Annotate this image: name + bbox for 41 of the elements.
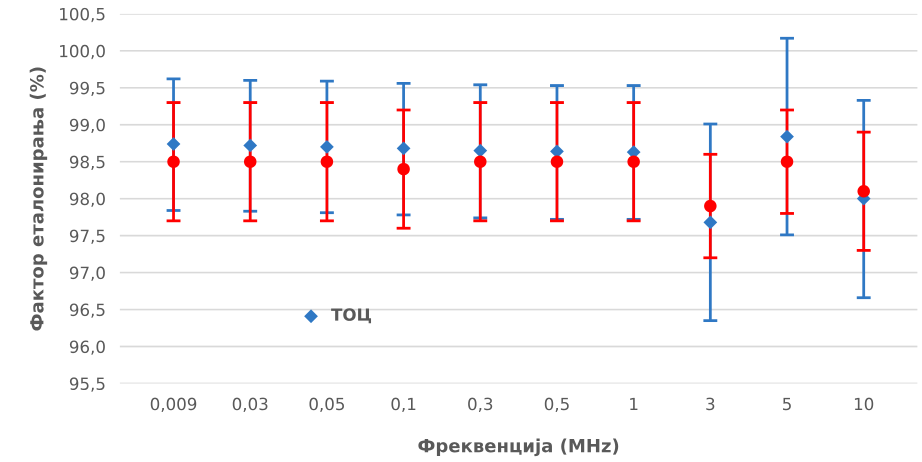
y-tick-label: 99,0: [70, 118, 105, 134]
point: [474, 155, 487, 168]
x-tick-label: 0,3: [468, 398, 492, 412]
point: [780, 155, 794, 168]
point: [780, 130, 794, 144]
x-axis-title: Фреквенција (MHz): [418, 438, 618, 456]
x-tick-label: 0,5: [544, 398, 569, 412]
point: [320, 155, 334, 168]
x-tick-label: 0,1: [391, 398, 416, 412]
x-tick-label: 0,05: [309, 398, 344, 412]
point: [550, 155, 564, 168]
point: [166, 137, 180, 151]
y-tick-label: 95,5: [70, 377, 105, 392]
point: [244, 155, 256, 168]
point: [397, 162, 410, 176]
x-tick-label: 3: [706, 398, 714, 410]
point: [473, 144, 488, 158]
x-tick-label: 10: [854, 398, 874, 410]
x-tick-label: 1: [630, 398, 638, 410]
point: [704, 200, 717, 212]
x-tick-label: 0,009: [150, 398, 196, 412]
point: [396, 142, 410, 156]
y-tick-label: 97,0: [70, 266, 105, 281]
x-tick-label: 5: [783, 398, 791, 410]
y-tick-label: 100,0: [60, 44, 105, 60]
y-tick-label: 96,0: [70, 340, 105, 355]
x-tick-label: 0,03: [232, 398, 268, 412]
point: [243, 138, 258, 152]
y-tick-label: 98,5: [70, 156, 105, 170]
y-tick-label: 100,5: [60, 8, 105, 22]
y-axis-title: Фактор еталонирања (%): [30, 67, 48, 331]
y-tick-label: 97,5: [70, 230, 105, 244]
legend-label: ТОЦ: [331, 308, 372, 324]
y-tick-label: 96,5: [70, 304, 105, 318]
point: [627, 155, 640, 168]
y-tick-label: 99,5: [70, 82, 105, 96]
point: [320, 140, 334, 154]
y-tick-label: 98,0: [70, 192, 105, 207]
point: [857, 185, 870, 198]
point: [703, 215, 718, 230]
point: [167, 155, 180, 168]
